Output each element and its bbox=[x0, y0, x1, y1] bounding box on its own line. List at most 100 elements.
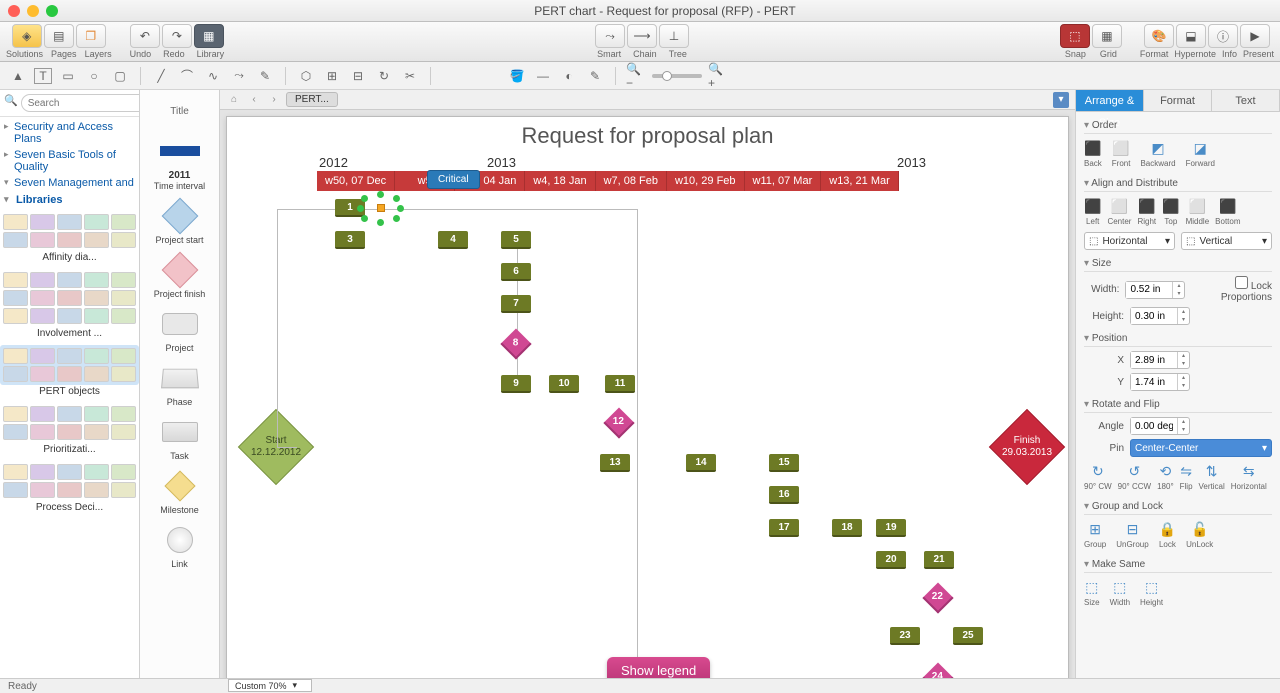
task-box-10[interactable]: 10 bbox=[549, 375, 579, 393]
order-row-backward[interactable]: ◩Backward bbox=[1140, 140, 1175, 168]
tree-button[interactable]: ⊥ bbox=[659, 24, 689, 48]
task-box-18[interactable]: 18 bbox=[832, 519, 862, 537]
snap-button[interactable]: ⬚ bbox=[1060, 24, 1090, 48]
group-row-lock[interactable]: 🔒Lock bbox=[1159, 521, 1176, 549]
library-process-deci-[interactable]: Process Deci... bbox=[0, 461, 139, 517]
undo-button[interactable]: ↶ bbox=[130, 24, 160, 48]
tree-item-seven-mgmt[interactable]: Seven Management and bbox=[4, 175, 135, 191]
width-stepper[interactable]: ▴▾ bbox=[1125, 281, 1185, 299]
forward-icon[interactable]: › bbox=[266, 92, 282, 108]
tab-format[interactable]: Format bbox=[1144, 90, 1212, 111]
group-row-unlock[interactable]: 🔓UnLock bbox=[1186, 521, 1213, 549]
x-stepper[interactable]: ▴▾ bbox=[1130, 351, 1190, 369]
flip-tool-icon[interactable]: ✂ bbox=[400, 66, 420, 86]
close-icon[interactable] bbox=[8, 5, 20, 17]
height-stepper[interactable]: ▴▾ bbox=[1130, 307, 1190, 325]
bezier-tool-icon[interactable]: ✎ bbox=[255, 66, 275, 86]
align-row-middle[interactable]: ⬜Middle bbox=[1186, 198, 1210, 226]
align-row-right[interactable]: ⬛Right bbox=[1137, 198, 1156, 226]
task-box-7[interactable]: 7 bbox=[501, 295, 531, 313]
show-legend-button[interactable]: Show legend bbox=[607, 657, 710, 678]
pin-select[interactable]: Center-Center▾ bbox=[1130, 439, 1272, 457]
rotate-tool-icon[interactable]: ↻ bbox=[374, 66, 394, 86]
align-row-top[interactable]: ⬛Top bbox=[1162, 198, 1179, 226]
shadow-tool-icon[interactable]: ◐ bbox=[559, 66, 579, 86]
align-row-center[interactable]: ⬜Center bbox=[1107, 198, 1131, 226]
group-row-group[interactable]: ⊞Group bbox=[1084, 521, 1106, 549]
task-box-23[interactable]: 23 bbox=[890, 627, 920, 645]
connector-tool-icon[interactable]: ⤳ bbox=[229, 66, 249, 86]
home-icon[interactable]: ⌂ bbox=[226, 92, 242, 108]
task-box-17[interactable]: 17 bbox=[769, 519, 799, 537]
grid-button[interactable]: ▦ bbox=[1092, 24, 1122, 48]
task-box-21[interactable]: 21 bbox=[924, 551, 954, 569]
smart-button[interactable]: ⤳ bbox=[595, 24, 625, 48]
task-box-20[interactable]: 20 bbox=[876, 551, 906, 569]
shape-year[interactable]: 2011 Time interval bbox=[140, 136, 219, 191]
info-button[interactable]: ⓘ bbox=[1208, 24, 1238, 48]
tree-item-security[interactable]: Security and Access Plans bbox=[4, 119, 135, 147]
edit-points-icon[interactable]: ⬡ bbox=[296, 66, 316, 86]
zoom-out-icon[interactable]: 🔍− bbox=[626, 66, 646, 86]
shape-link[interactable]: Link bbox=[140, 525, 219, 569]
task-box-4[interactable]: 4 bbox=[438, 231, 468, 249]
spline-tool-icon[interactable]: ∿ bbox=[203, 66, 223, 86]
zoom-select[interactable]: Custom 70% ▾ bbox=[228, 679, 312, 692]
shape-project[interactable]: Project bbox=[140, 309, 219, 353]
search-input[interactable] bbox=[21, 94, 140, 112]
rotate-row-90-ccw[interactable]: ↺90° CCW bbox=[1118, 463, 1151, 491]
task-box-13[interactable]: 13 bbox=[600, 454, 630, 472]
rotate-row-90-cw[interactable]: ↻90° CW bbox=[1084, 463, 1112, 491]
back-icon[interactable]: ‹ bbox=[246, 92, 262, 108]
milestone-22[interactable]: 22 bbox=[922, 582, 953, 613]
library-prioritizati-[interactable]: Prioritizati... bbox=[0, 403, 139, 459]
text-tool-icon[interactable]: T bbox=[34, 68, 52, 84]
task-box-5[interactable]: 5 bbox=[501, 231, 531, 249]
format-button[interactable]: 🎨 bbox=[1144, 24, 1174, 48]
shape-project-finish[interactable]: Project finish bbox=[140, 255, 219, 299]
rotate-row-vertical[interactable]: ⇅Vertical bbox=[1199, 463, 1225, 491]
task-box-15[interactable]: 15 bbox=[769, 454, 799, 472]
stroke-tool-icon[interactable]: — bbox=[533, 66, 553, 86]
milestone-8[interactable]: 8 bbox=[500, 328, 531, 359]
hypernote-button[interactable]: ⬓ bbox=[1176, 24, 1206, 48]
align-row-left[interactable]: ⬛Left bbox=[1084, 198, 1101, 226]
tab-arrange[interactable]: Arrange & Size bbox=[1076, 90, 1144, 111]
fill-tool-icon[interactable]: 🪣 bbox=[507, 66, 527, 86]
task-box-3[interactable]: 3 bbox=[335, 231, 365, 249]
task-box-14[interactable]: 14 bbox=[686, 454, 716, 472]
task-box-19[interactable]: 19 bbox=[876, 519, 906, 537]
lock-proportions-checkbox[interactable] bbox=[1235, 276, 1248, 289]
redo-button[interactable]: ↷ bbox=[162, 24, 192, 48]
group-row-ungroup[interactable]: ⊟UnGroup bbox=[1116, 521, 1148, 549]
task-box-9[interactable]: 9 bbox=[501, 375, 531, 393]
y-stepper[interactable]: ▴▾ bbox=[1130, 373, 1190, 391]
same-row-height[interactable]: ⬚Height bbox=[1140, 579, 1163, 607]
chain-button[interactable]: ⟶ bbox=[627, 24, 657, 48]
minimize-icon[interactable] bbox=[27, 5, 39, 17]
align-tool-icon[interactable]: ⊞ bbox=[322, 66, 342, 86]
distribute-tool-icon[interactable]: ⊟ bbox=[348, 66, 368, 86]
breadcrumb-tab[interactable]: PERT... bbox=[286, 92, 338, 107]
dropdown-icon[interactable]: ▾ bbox=[1053, 92, 1069, 108]
pages-button[interactable]: ▤ bbox=[44, 24, 74, 48]
layers-button[interactable]: ❐ bbox=[76, 24, 106, 48]
shape-project-start[interactable]: Project start bbox=[140, 201, 219, 245]
task-box-6[interactable]: 6 bbox=[501, 263, 531, 281]
ellipse-tool-icon[interactable]: ○ bbox=[84, 66, 104, 86]
pointer-tool-icon[interactable]: ▲ bbox=[8, 66, 28, 86]
library-involvement-[interactable]: Involvement ... bbox=[0, 269, 139, 343]
arc-tool-icon[interactable]: ⌒ bbox=[177, 66, 197, 86]
milestone-12[interactable]: 12 bbox=[603, 407, 634, 438]
shape-phase[interactable]: Phase bbox=[140, 363, 219, 407]
order-row-front[interactable]: ⬜Front bbox=[1112, 140, 1131, 168]
angle-stepper[interactable]: ▴▾ bbox=[1130, 417, 1190, 435]
shape-milestone[interactable]: Milestone bbox=[140, 471, 219, 515]
task-box-11[interactable]: 11 bbox=[605, 375, 635, 393]
same-row-size[interactable]: ⬚Size bbox=[1084, 579, 1100, 607]
rotate-row-flip[interactable]: ⇋Flip bbox=[1180, 463, 1193, 491]
vertical-distribute-select[interactable]: ⬚Vertical▾ bbox=[1181, 232, 1272, 250]
library-pert-objects[interactable]: PERT objects bbox=[0, 345, 139, 401]
task-box-16[interactable]: 16 bbox=[769, 486, 799, 504]
eyedrop-tool-icon[interactable]: ✎ bbox=[585, 66, 605, 86]
